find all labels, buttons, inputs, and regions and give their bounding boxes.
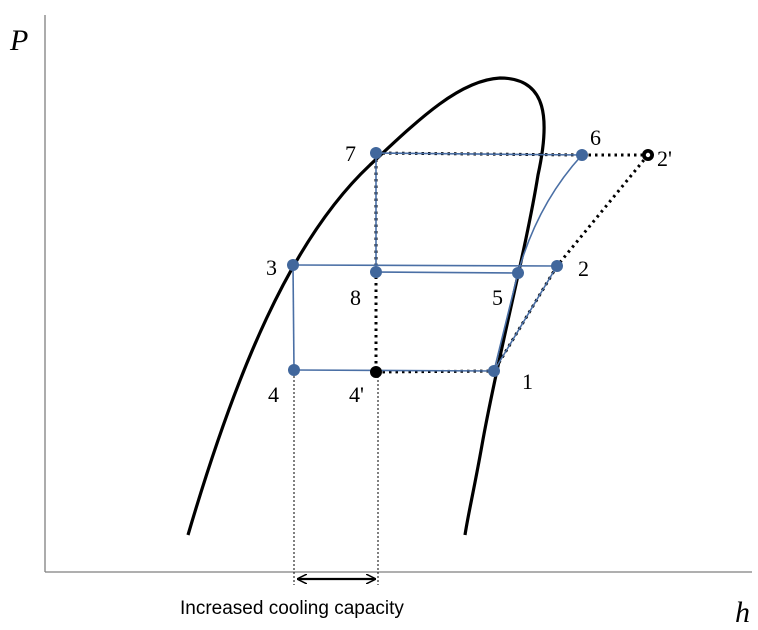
point-label-3: 3: [266, 255, 277, 280]
point-5-marker: [512, 267, 524, 279]
point-label-5: 5: [492, 285, 503, 310]
point-2-marker: [551, 260, 563, 272]
dotted-line-2prime-2: [555, 154, 650, 267]
line-7-6: [375, 152, 583, 156]
line-3-4: [292, 264, 295, 371]
point-label-2: 2: [578, 256, 589, 281]
curve-5-6: [517, 154, 583, 274]
point-label-1: 1: [522, 369, 533, 394]
line-4-1: [293, 369, 495, 372]
state-points: [287, 147, 654, 378]
saturation-dome: [186, 76, 546, 536]
point-1-marker: [488, 365, 500, 377]
point-8-marker: [370, 266, 382, 278]
line-1-2: [493, 265, 558, 372]
y-axis-label: P: [9, 24, 28, 57]
line-8-5: [375, 271, 519, 274]
line-3-2: [292, 264, 558, 267]
point-label-7: 7: [345, 141, 356, 166]
point-4prime-marker: [370, 366, 382, 378]
point-4-marker: [288, 364, 300, 376]
cooling-capacity-caption: Increased cooling capacity: [180, 598, 404, 619]
point-2prime-inner: [645, 152, 651, 158]
point-label-4prime: 4': [349, 382, 364, 407]
line-1-5: [493, 272, 519, 372]
cycle-lines: [292, 152, 583, 372]
point-label-2prime: 2': [657, 146, 672, 171]
point-7-marker: [370, 147, 382, 159]
point-label-4: 4: [268, 382, 279, 407]
point-3-marker: [287, 259, 299, 271]
x-axis-label: h: [735, 596, 750, 629]
point-label-8: 8: [350, 285, 361, 310]
point-6-marker: [576, 149, 588, 161]
point-label-6: 6: [590, 125, 601, 150]
